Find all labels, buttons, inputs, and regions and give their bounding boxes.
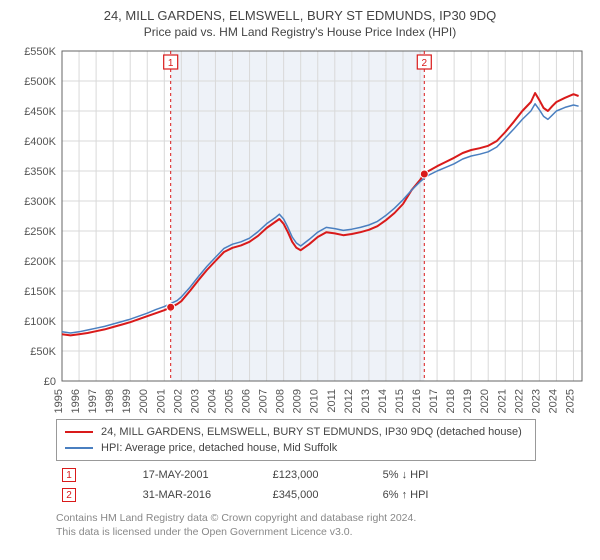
svg-text:2002: 2002 bbox=[172, 389, 184, 413]
svg-text:2014: 2014 bbox=[377, 389, 389, 413]
svg-text:2007: 2007 bbox=[258, 389, 270, 413]
svg-text:2010: 2010 bbox=[309, 389, 321, 413]
legend-label: HPI: Average price, detached house, Mid … bbox=[101, 442, 337, 454]
svg-text:2006: 2006 bbox=[241, 389, 253, 413]
svg-text:£100K: £100K bbox=[24, 316, 56, 328]
svg-text:2012: 2012 bbox=[343, 389, 355, 413]
svg-text:2020: 2020 bbox=[479, 389, 491, 413]
transaction-price: £345,000 bbox=[267, 485, 377, 505]
transaction-date: 31-MAR-2016 bbox=[137, 485, 267, 505]
svg-text:£50K: £50K bbox=[30, 346, 56, 358]
chart-subtitle: Price paid vs. HM Land Registry's House … bbox=[10, 25, 590, 39]
svg-text:2024: 2024 bbox=[547, 389, 559, 413]
svg-text:£350K: £350K bbox=[24, 166, 56, 178]
svg-text:2018: 2018 bbox=[445, 389, 457, 413]
svg-text:1995: 1995 bbox=[53, 389, 65, 413]
svg-text:2004: 2004 bbox=[206, 389, 218, 413]
svg-text:£400K: £400K bbox=[24, 136, 56, 148]
svg-text:£150K: £150K bbox=[24, 286, 56, 298]
footer-line-1: Contains HM Land Registry data © Crown c… bbox=[56, 511, 590, 525]
transaction-delta: 5% ↓ HPI bbox=[377, 465, 556, 485]
chart-title: 24, MILL GARDENS, ELMSWELL, BURY ST EDMU… bbox=[10, 8, 590, 23]
transaction-date: 17-MAY-2001 bbox=[137, 465, 267, 485]
svg-text:1999: 1999 bbox=[121, 389, 133, 413]
svg-text:£500K: £500K bbox=[24, 76, 56, 88]
svg-text:2011: 2011 bbox=[326, 389, 338, 413]
legend-swatch bbox=[65, 447, 93, 449]
svg-text:2005: 2005 bbox=[223, 389, 235, 413]
footer-line-2: This data is licensed under the Open Gov… bbox=[56, 525, 590, 539]
transaction-marker: 1 bbox=[62, 468, 76, 482]
svg-text:2013: 2013 bbox=[360, 389, 372, 413]
svg-text:2008: 2008 bbox=[275, 389, 287, 413]
svg-text:2017: 2017 bbox=[428, 389, 440, 413]
transaction-price: £123,000 bbox=[267, 465, 377, 485]
chart-container: 24, MILL GARDENS, ELMSWELL, BURY ST EDMU… bbox=[0, 0, 600, 560]
svg-text:£0: £0 bbox=[44, 376, 56, 388]
chart-area: £0 £50K £100K £150K £200K £250K £300K £350K £400… bbox=[10, 43, 590, 413]
svg-text:1998: 1998 bbox=[104, 389, 116, 413]
legend-item: HPI: Average price, detached house, Mid … bbox=[65, 440, 527, 456]
legend-swatch bbox=[65, 431, 93, 433]
legend-item: 24, MILL GARDENS, ELMSWELL, BURY ST EDMU… bbox=[65, 424, 527, 440]
footer-attribution: Contains HM Land Registry data © Crown c… bbox=[56, 511, 590, 539]
svg-text:1: 1 bbox=[168, 58, 174, 69]
svg-text:£450K: £450K bbox=[24, 106, 56, 118]
line-chart: £0 £50K £100K £150K £200K £250K £300K £350K £400… bbox=[10, 43, 590, 413]
svg-text:£300K: £300K bbox=[24, 196, 56, 208]
svg-text:1997: 1997 bbox=[87, 389, 99, 413]
transactions-table: 1 17-MAY-2001£123,0005% ↓ HPI 2 31-MAR-2016… bbox=[56, 465, 556, 505]
svg-text:£250K: £250K bbox=[24, 226, 56, 238]
svg-text:2: 2 bbox=[422, 58, 428, 69]
transaction-marker: 2 bbox=[62, 488, 76, 502]
svg-text:£550K: £550K bbox=[24, 46, 56, 58]
svg-text:£200K: £200K bbox=[24, 256, 56, 268]
svg-text:2015: 2015 bbox=[394, 389, 406, 413]
svg-text:2000: 2000 bbox=[138, 389, 150, 413]
legend: 24, MILL GARDENS, ELMSWELL, BURY ST EDMU… bbox=[56, 419, 536, 461]
svg-text:2001: 2001 bbox=[155, 389, 167, 413]
legend-label: 24, MILL GARDENS, ELMSWELL, BURY ST EDMU… bbox=[101, 426, 522, 438]
svg-text:2019: 2019 bbox=[462, 389, 474, 413]
svg-text:2016: 2016 bbox=[411, 389, 423, 413]
svg-text:1996: 1996 bbox=[70, 389, 82, 413]
transaction-row: 2 31-MAR-2016£345,0006% ↑ HPI bbox=[56, 485, 556, 505]
svg-text:2003: 2003 bbox=[189, 389, 201, 413]
svg-text:2023: 2023 bbox=[530, 389, 542, 413]
svg-text:2009: 2009 bbox=[292, 389, 304, 413]
svg-text:2022: 2022 bbox=[513, 389, 525, 413]
transaction-delta: 6% ↑ HPI bbox=[377, 485, 556, 505]
svg-text:2025: 2025 bbox=[564, 389, 576, 413]
svg-text:2021: 2021 bbox=[496, 389, 508, 413]
transaction-row: 1 17-MAY-2001£123,0005% ↓ HPI bbox=[56, 465, 556, 485]
